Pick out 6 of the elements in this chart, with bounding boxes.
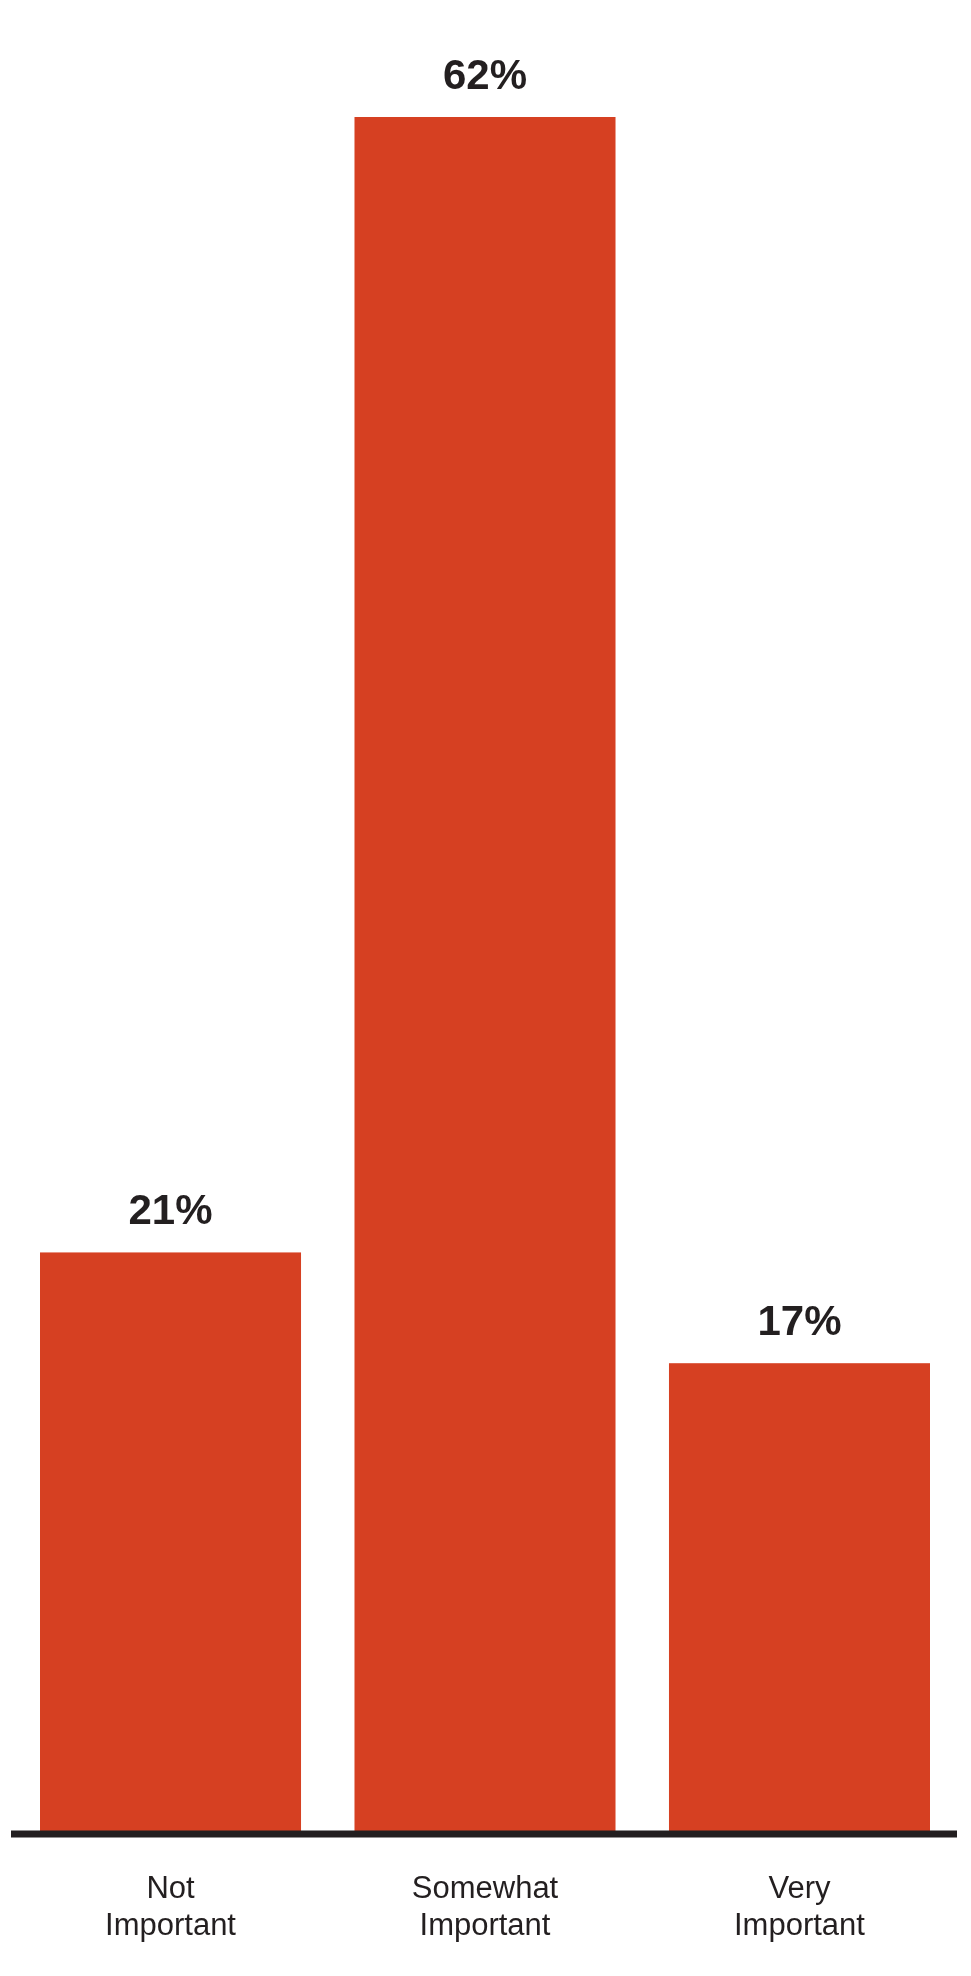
x-tick-label: Not Important — [105, 1870, 237, 1942]
data-label: 21% — [128, 1186, 213, 1234]
data-label: 17% — [757, 1297, 842, 1345]
x-tick-label: Very Important — [734, 1870, 866, 1942]
data-label: 62% — [442, 51, 528, 98]
x-tick-label: Somewhat Important — [411, 1870, 559, 1942]
